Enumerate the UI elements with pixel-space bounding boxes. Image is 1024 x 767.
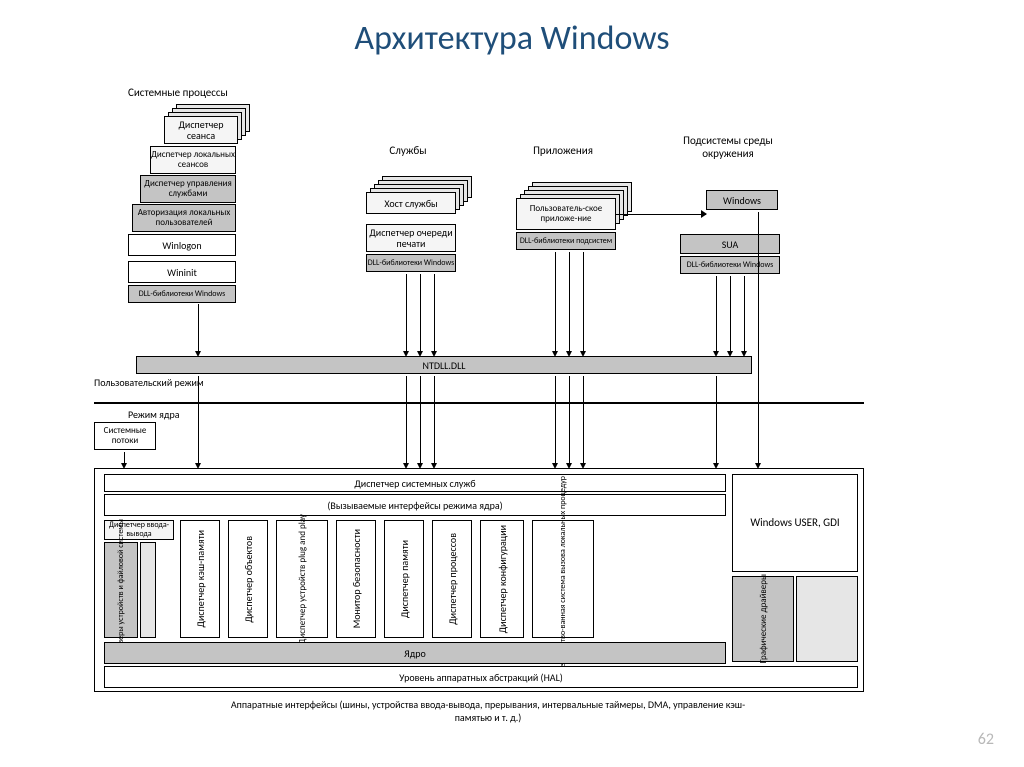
stack-bg (796, 576, 858, 662)
arrow-head (701, 210, 707, 218)
vbox-config: Диспетчер конфигурации (480, 520, 524, 638)
box-drivers: Драйверы устройств и файловой системы (104, 542, 138, 638)
heading-env-subsystems: Подсистемы среды окружения (668, 134, 788, 160)
arrow (420, 274, 421, 352)
label-kernel-mode: Режим ядра (128, 408, 248, 421)
box-wininit: Wininit (128, 261, 236, 283)
box-col2-dll: DLL-библиотеки Windows (366, 254, 456, 272)
arrow (730, 276, 731, 352)
box-exec-mgr: Диспетчер системных служб (104, 474, 726, 492)
arrow (420, 376, 421, 464)
box-col3-dll: DLL-библиотеки подсистем (516, 232, 616, 250)
vbox-security: Монитор безопасности (336, 520, 376, 638)
box-io-mgr: Диспетчер ввода-вывода (104, 520, 174, 540)
page-title: Архитектура Windows (0, 0, 1024, 59)
box-exec-sub: (Вызываемые интерфейсы режима ядра) (104, 494, 726, 516)
architecture-diagram: Системные процессы Службы Приложения Под… (98, 86, 928, 726)
label-user-mode: Пользовательский режим (94, 376, 224, 389)
arrow (583, 376, 584, 464)
stack-bg (140, 542, 156, 638)
box-hal: Уровень аппаратных абстракций (HAL) (104, 666, 858, 688)
box-scm: Диспетчер управления службами (140, 175, 236, 203)
box-user-gdi: Windows USER, GDI (732, 474, 858, 572)
box-sua: SUA (680, 234, 780, 254)
page-number: 62 (978, 730, 994, 749)
box-ntdll: NTDLL.DLL (136, 356, 752, 374)
heading-applications: Приложения (513, 144, 613, 157)
arrow (716, 376, 717, 464)
arrow (569, 252, 570, 352)
vbox-pnp: Диспетчер устройств plug and play (276, 520, 328, 638)
vbox-object: Диспетчер объектов (228, 520, 268, 638)
arrow (434, 274, 435, 352)
arrow (583, 252, 584, 352)
arrow (198, 304, 199, 352)
box-spooler: Диспетчер очереди печати (366, 224, 456, 252)
vbox-alpc: Усовершенство-ванная система вызова лока… (532, 520, 594, 638)
mode-divider (94, 402, 864, 404)
box-lsa: Авторизация локальных пользователей (132, 204, 236, 232)
box-windows-subsys: Windows (706, 190, 778, 210)
arrow (434, 376, 435, 464)
heading-system-processes: Системные процессы (128, 86, 288, 99)
vbox-cache: Диспетчер кэш-памяти (180, 520, 220, 638)
box-sys-threads: Системные потоки (94, 422, 156, 450)
arrow (198, 376, 199, 464)
arrow (555, 252, 556, 352)
arrow (124, 452, 125, 464)
box-col1-dll: DLL-библиотеки Windows (128, 285, 236, 303)
heading-services: Службы (368, 144, 448, 157)
arrow (758, 212, 759, 464)
box-gfx-drivers: Графические драйверы (732, 576, 794, 662)
arrow (406, 274, 407, 352)
box-local-sessions: Диспетчер локальных сеансов (150, 146, 236, 174)
vbox-memory: Диспетчер памяти (384, 520, 424, 638)
arrow (744, 276, 745, 352)
arrow (555, 376, 556, 464)
footer-text: Аппаратные интерфейсы (шины, устройства … (218, 698, 758, 724)
arrow (406, 376, 407, 464)
box-kernel-core: Ядро (104, 642, 726, 664)
box-userapp: Пользователь-ское приложе-ние (516, 198, 616, 230)
box-session-mgr: Диспетчер сеанса (164, 116, 238, 144)
arrow (569, 376, 570, 464)
box-svchost: Хост службы (366, 192, 456, 214)
arrow (716, 276, 717, 352)
box-col4-dll: DLL-библиотеки Windows (680, 256, 780, 274)
connector (616, 214, 706, 215)
vbox-process: Диспетчер процессов (432, 520, 472, 638)
box-winlogon: Winlogon (128, 234, 236, 256)
